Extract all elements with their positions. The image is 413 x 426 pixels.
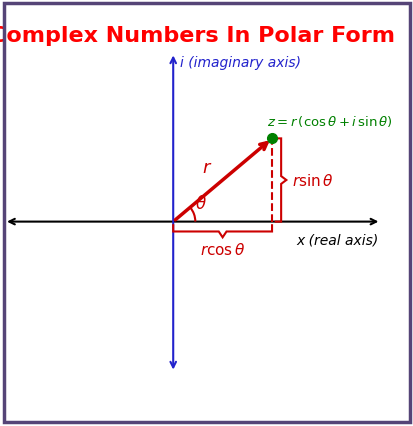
Text: x (real axis): x (real axis) bbox=[296, 233, 378, 246]
Text: i (imaginary axis): i (imaginary axis) bbox=[179, 56, 300, 70]
Title: Complex Numbers In Polar Form: Complex Numbers In Polar Form bbox=[0, 26, 394, 46]
Text: $z = r\,(\cos\theta + i\,\sin\theta)$: $z = r\,(\cos\theta + i\,\sin\theta)$ bbox=[266, 114, 392, 129]
Text: $\theta$: $\theta$ bbox=[194, 194, 206, 212]
Text: $r\cos\theta$: $r\cos\theta$ bbox=[199, 242, 245, 257]
Text: $r$: $r$ bbox=[202, 159, 212, 177]
Text: $r\sin\theta$: $r\sin\theta$ bbox=[291, 173, 332, 189]
